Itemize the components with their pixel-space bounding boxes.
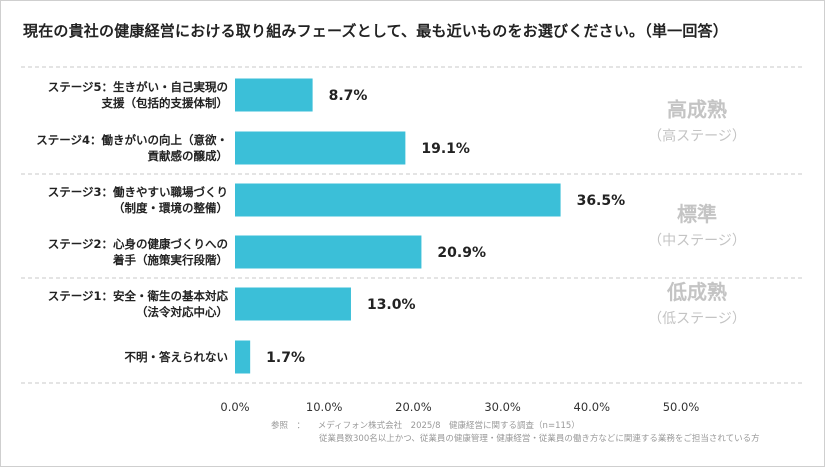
phase-sublabel: （高ステージ） xyxy=(648,128,746,145)
bar xyxy=(235,131,406,165)
value-label: 19.1% xyxy=(421,141,470,157)
category-label-line: 貢献感の醸成） xyxy=(148,149,229,163)
x-tick-label: 10.0% xyxy=(306,400,343,414)
category-label-line: ステージ4：働きがいの向上（意欲・ xyxy=(36,133,228,147)
bar xyxy=(235,235,422,269)
phase-sublabel: （中ステージ） xyxy=(648,233,746,249)
x-tick-label: 50.0% xyxy=(663,400,700,414)
category-label-line: ステージ2：心身の健康づくりへの xyxy=(48,237,228,251)
phase-labels: 高成熟 （高ステージ） 標準 （中ステージ） 低成熟 （低ステージ） xyxy=(648,98,746,328)
x-tick-label: 20.0% xyxy=(395,400,432,414)
chart-title: 現在の貴社の健康経営における取り組みフェーズとして、最も近いものをお選びください… xyxy=(23,22,728,40)
value-label: 36.5% xyxy=(577,193,626,209)
category-label-line: ステージ3：働きやすい職場づくり xyxy=(48,185,228,199)
value-label: 13.0% xyxy=(367,297,416,313)
bar xyxy=(235,183,561,217)
category-label: 不明・答えられない xyxy=(125,350,229,364)
category-label: ステージ1：安全・衛生の基本対応 （法令対応中心） xyxy=(48,289,229,319)
source-line-1: 参照 ： メディフォン株式会社 2025/8 健康経営に関する調査（n=115） xyxy=(271,421,580,431)
phase-label: 標準 xyxy=(677,202,717,226)
category-label: ステージ2：心身の健康づくりへの着手（施策実行段階） xyxy=(48,237,228,267)
x-tick-label: 0.0% xyxy=(220,400,249,414)
category-label: ステージ4：働きがいの向上（意欲・貢献感の醸成） xyxy=(36,133,228,163)
value-label: 1.7% xyxy=(266,350,305,366)
category-label-line: 不明・答えられない xyxy=(125,350,229,364)
value-labels: 8.7% 19.1% 36.5% 20.9% 13.0% 1.7% xyxy=(266,88,625,366)
category-label-line: 支援（包括的支援体制） xyxy=(101,96,229,110)
phase-sublabel: （低ステージ） xyxy=(648,311,746,327)
category-label-line: （制度・環境の整備） xyxy=(113,201,228,215)
source-note: 参照 ： メディフォン株式会社 2025/8 健康経営に関する調査（n=115）… xyxy=(271,420,760,446)
category-label-line: （法令対応中心） xyxy=(136,305,228,319)
category-label-line: 着手（施策実行段階） xyxy=(112,253,228,267)
x-tick-label: 40.0% xyxy=(574,400,611,414)
bar xyxy=(235,287,351,321)
group-dividers xyxy=(21,66,804,384)
category-label: ステージ5：生きがい・自己実現の支援（包括的支援体制） xyxy=(48,80,228,110)
value-label: 20.9% xyxy=(437,245,486,261)
value-label: 8.7% xyxy=(329,88,368,104)
category-label-line: ステージ5：生きがい・自己実現の xyxy=(48,80,228,94)
source-line-2: 従業員数300名以上かつ、従業員の健康管理・健康経営・従業員の働き方などに関連す… xyxy=(319,434,760,444)
bars xyxy=(235,78,561,374)
phase-label: 低成熟 xyxy=(666,280,727,304)
category-label-line: ステージ1：安全・衛生の基本対応 xyxy=(48,289,229,303)
x-tick-labels: 0.0% 10.0% 20.0% 30.0% 40.0% 50.0% xyxy=(220,400,699,414)
bar xyxy=(235,78,313,112)
bar xyxy=(235,340,251,374)
category-label: ステージ3：働きやすい職場づくり （制度・環境の整備） xyxy=(48,185,228,215)
x-tick-label: 30.0% xyxy=(484,400,521,414)
phase-label: 高成熟 xyxy=(667,98,727,122)
category-labels: ステージ5：生きがい・自己実現の支援（包括的支援体制） ステージ4：働きがいの向上… xyxy=(36,80,228,364)
